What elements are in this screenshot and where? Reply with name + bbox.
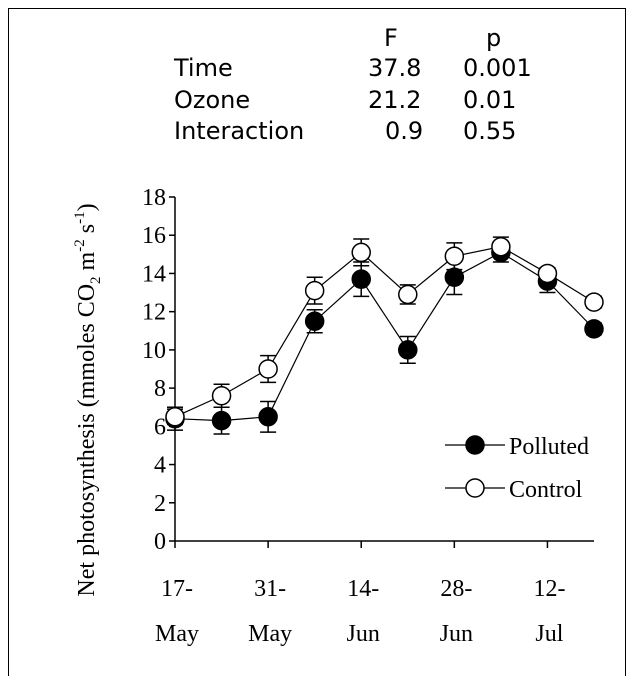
x-tick-label: May [248,621,292,647]
data-point-control [398,284,418,305]
stats-row-effect: Ozone [174,86,251,114]
data-point-control [584,292,604,312]
stats-row-p: 0.01 [463,86,517,114]
stats-header-p: p [486,24,502,52]
data-point-polluted [304,311,325,331]
y-tick-label: 14 [142,261,166,287]
data-point-control [258,359,278,379]
series-layer [165,236,604,435]
y-axis-label: Net photosynthesis (mmoles CO2 m-2 s-1) [72,203,104,596]
y-axis-label-text: Net photosynthesis (mmoles CO2 m-2 s-1) [72,203,104,596]
x-tick-label: Jun [440,621,473,647]
stats-row-f: 0.9 [385,117,424,145]
stats-header-f: F [384,24,398,52]
stats-row-effect: Interaction [174,117,305,145]
y-tick-label: 2 [154,491,166,517]
data-point-polluted [584,319,604,339]
y-tick-label: 6 [154,414,166,440]
data-point-control [304,280,325,301]
x-tick-label: 14- [347,576,379,602]
y-tick-label: 18 [142,185,166,211]
data-point-polluted [211,410,232,431]
x-tick-label: 31- [254,576,286,602]
data-point-control [537,263,558,284]
x-tick-label: 28- [440,576,472,602]
data-point-polluted [351,269,371,289]
series-line-control [174,246,595,418]
stats-row-effect: Time [174,54,233,82]
stats-row-f: 21.2 [368,86,422,114]
y-tick-label: 16 [142,223,166,249]
x-tick-label: Jul [535,621,563,647]
legend: Polluted Control [445,434,589,503]
axes: 0 2 4 6 8 10 12 14 16 18 17- May 31- May 14- Jun 28- Jun 1… [142,185,594,647]
data-point-control [491,236,511,257]
y-tick-label: 0 [154,529,166,555]
y-tick-label: 8 [154,376,166,402]
y-tick-label: 12 [142,300,166,326]
data-point-polluted [444,267,465,288]
data-point-polluted [398,340,418,360]
figure-frame [8,8,626,676]
legend-label: Control [509,477,583,503]
y-tick-label: 4 [154,453,166,479]
stats-row-p: 0.001 [463,54,532,82]
stats-row-f: 37.8 [368,54,422,82]
x-tick-label: May [155,621,199,647]
series-line-polluted [174,251,595,422]
anova-stats-table: F p Time 37.8 0.001 Ozone 21.2 0.01 Inte… [0,0,632,160]
x-tick-label: Jun [347,621,380,647]
data-point-control [351,242,371,263]
data-point-polluted [258,407,278,427]
x-tick-label: 17- [161,576,193,602]
legend-marker [465,478,485,498]
data-point-control [211,386,232,406]
data-point-control [165,407,185,427]
data-point-control [444,246,465,266]
legend-marker [465,435,485,455]
legend-label: Polluted [509,434,589,460]
x-tick-label: 12- [533,576,565,602]
y-tick-label: 10 [142,338,166,364]
stats-row-p: 0.55 [463,117,517,145]
